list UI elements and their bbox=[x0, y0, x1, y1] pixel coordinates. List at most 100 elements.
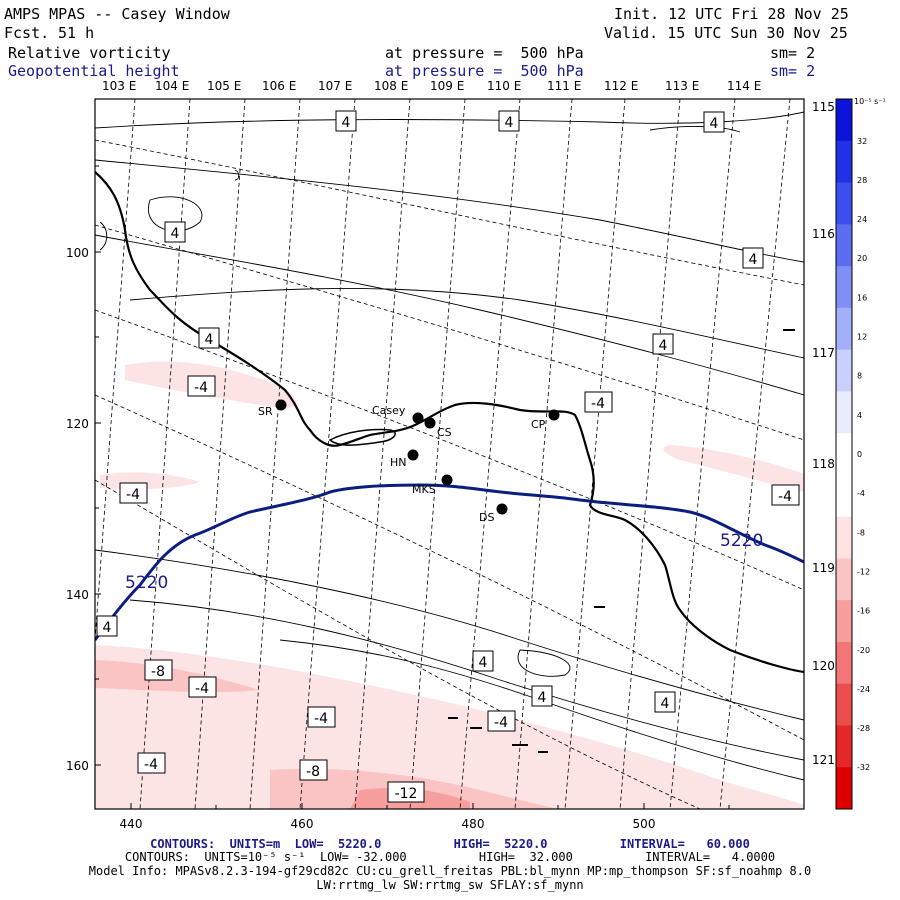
longitude-labels-top: 103 E 104 E 105 E 106 E 107 E 108 E 109 … bbox=[102, 79, 761, 93]
field2-name: Geopotential height bbox=[8, 62, 180, 80]
coastline bbox=[95, 171, 804, 674]
contour-label-4: 4 bbox=[342, 115, 351, 131]
lon-label: 103 E bbox=[102, 79, 136, 93]
colorbar-label: -24 bbox=[857, 685, 870, 694]
y-tick-label: 100 bbox=[66, 246, 89, 260]
station-dot-casey bbox=[412, 412, 424, 424]
colorbar-label: 24 bbox=[857, 215, 867, 224]
colorbar: 32 28 24 20 16 12 8 4 0 -4 -8 -12 -16 -20 -24 -28 -32 bbox=[835, 98, 870, 810]
colorbar-swatch bbox=[836, 558, 852, 601]
colorbar-label: 16 bbox=[857, 293, 867, 302]
station-dot-mks bbox=[441, 474, 453, 486]
station-label-casey: Casey bbox=[372, 404, 406, 417]
station-dot-hn bbox=[407, 449, 419, 461]
contour-label-minus4: -4 bbox=[126, 487, 140, 503]
contour-label-minus4: -4 bbox=[494, 715, 508, 731]
colorbar-swatch bbox=[836, 224, 852, 267]
station-label-cp: CP bbox=[531, 418, 546, 431]
model-info-physics: LW:rrtmg_lw SW:rrtmg_sw SFLAY:sf_mynn bbox=[316, 878, 584, 892]
lon-label: 105 E bbox=[207, 79, 241, 93]
colorbar-swatch bbox=[836, 600, 852, 643]
station-dot-sr bbox=[275, 399, 287, 411]
contour-label-4: 4 bbox=[538, 690, 547, 706]
colorbar-swatch bbox=[836, 140, 852, 184]
colorbar-swatch bbox=[836, 99, 852, 142]
contour-label-4: 4 bbox=[659, 338, 668, 354]
contour-label-4: 4 bbox=[749, 252, 758, 268]
colorbar-swatch bbox=[836, 516, 852, 559]
x-tick-label: 480 bbox=[462, 817, 485, 831]
contour-label-minus4: -4 bbox=[194, 380, 208, 396]
stations: SR Casey CS CP HN MKS DS bbox=[258, 399, 560, 524]
lon-label: 104 E bbox=[155, 79, 189, 93]
field1-smoothing: sm= 2 bbox=[770, 44, 816, 62]
colorbar-label: -12 bbox=[857, 567, 870, 576]
colorbar-label: -28 bbox=[857, 724, 870, 733]
station-label-mks: MKS bbox=[412, 483, 436, 496]
colorbar-unit: 10⁻⁵ s⁻¹ bbox=[854, 97, 886, 106]
y-tick-label: 140 bbox=[66, 588, 89, 602]
contour-label-minus12: -12 bbox=[395, 786, 418, 802]
field2-smoothing: sm= 2 bbox=[770, 62, 816, 80]
x-tick-label: 460 bbox=[291, 817, 314, 831]
vorticity-contour-info: CONTOURS: UNITS=10⁻⁵ s⁻¹ LOW= -32.000 HI… bbox=[124, 850, 776, 864]
colorbar-label: 8 bbox=[857, 372, 862, 381]
colorbar-swatch bbox=[836, 391, 852, 434]
field1-name: Relative vorticity bbox=[8, 44, 171, 62]
height-label-5220: 5220 bbox=[125, 573, 168, 593]
colorbar-label: 32 bbox=[857, 137, 867, 146]
lon-label: 113 E bbox=[665, 79, 699, 93]
colorbar-swatch bbox=[836, 182, 852, 225]
colorbar-swatch bbox=[836, 433, 852, 476]
colorbar-label: -4 bbox=[857, 489, 865, 498]
height-contour-5220 bbox=[95, 483, 804, 641]
station-label-cs: CS bbox=[437, 426, 452, 439]
field1-level: at pressure = 500 hPa bbox=[385, 44, 584, 62]
station-label-hn: HN bbox=[390, 456, 407, 469]
contour-label-4: 4 bbox=[103, 620, 112, 636]
colorbar-swatch bbox=[836, 767, 852, 810]
lon-label: 110 E bbox=[487, 79, 521, 93]
contour-label-minus8: -8 bbox=[306, 764, 320, 780]
colorbar-label: 4 bbox=[857, 411, 862, 420]
forecast-label: Fcst. bbox=[4, 24, 50, 42]
contour-label-4: 4 bbox=[661, 696, 670, 712]
contour-label-minus4: -4 bbox=[195, 681, 209, 697]
colorbar-swatch bbox=[836, 725, 852, 768]
map-frame bbox=[94, 98, 805, 810]
contour-label-minus4: -4 bbox=[591, 396, 605, 412]
colorbar-swatch bbox=[836, 474, 852, 518]
contour-label-4: 4 bbox=[205, 332, 214, 348]
lon-label: 106 E bbox=[262, 79, 296, 93]
station-dot-ds bbox=[496, 503, 508, 515]
field2-level: at pressure = 500 hPa bbox=[385, 62, 584, 80]
contour-label-4: 4 bbox=[505, 115, 514, 131]
colorbar-label: 12 bbox=[857, 333, 867, 342]
x-tick-label: 440 bbox=[120, 817, 143, 831]
lon-label: 112 E bbox=[604, 79, 638, 93]
contour-label-minus8: -8 bbox=[151, 664, 165, 680]
x-axis: 440 460 480 500 bbox=[120, 803, 730, 831]
contour-label-minus4: -4 bbox=[778, 489, 792, 505]
vorticity-contours bbox=[95, 111, 804, 781]
colorbar-swatch bbox=[836, 307, 852, 351]
station-label-ds: DS bbox=[479, 511, 494, 524]
contour-label-4: 4 bbox=[171, 226, 180, 242]
height-label-5220: 5220 bbox=[720, 531, 763, 551]
colorbar-label: 20 bbox=[857, 254, 867, 263]
lon-label: 114 E bbox=[727, 79, 761, 93]
station-dot-cp bbox=[548, 409, 560, 421]
station-label-sr: SR bbox=[258, 405, 273, 418]
colorbar-label: 28 bbox=[857, 176, 867, 185]
minor-contour-segments bbox=[448, 329, 795, 753]
colorbar-border bbox=[835, 98, 853, 810]
lon-label: 108 E bbox=[374, 79, 408, 93]
plot-title: AMPS MPAS -- Casey Window bbox=[4, 5, 230, 23]
colorbar-swatch bbox=[836, 266, 852, 309]
colorbar-swatch bbox=[836, 683, 852, 726]
y-tick-label: 120 bbox=[66, 417, 89, 431]
colorbar-label: -32 bbox=[857, 763, 870, 772]
lon-label: 111 E bbox=[547, 79, 581, 93]
valid-time: Valid. 15 UTC Sun 30 Nov 25 bbox=[604, 24, 848, 42]
